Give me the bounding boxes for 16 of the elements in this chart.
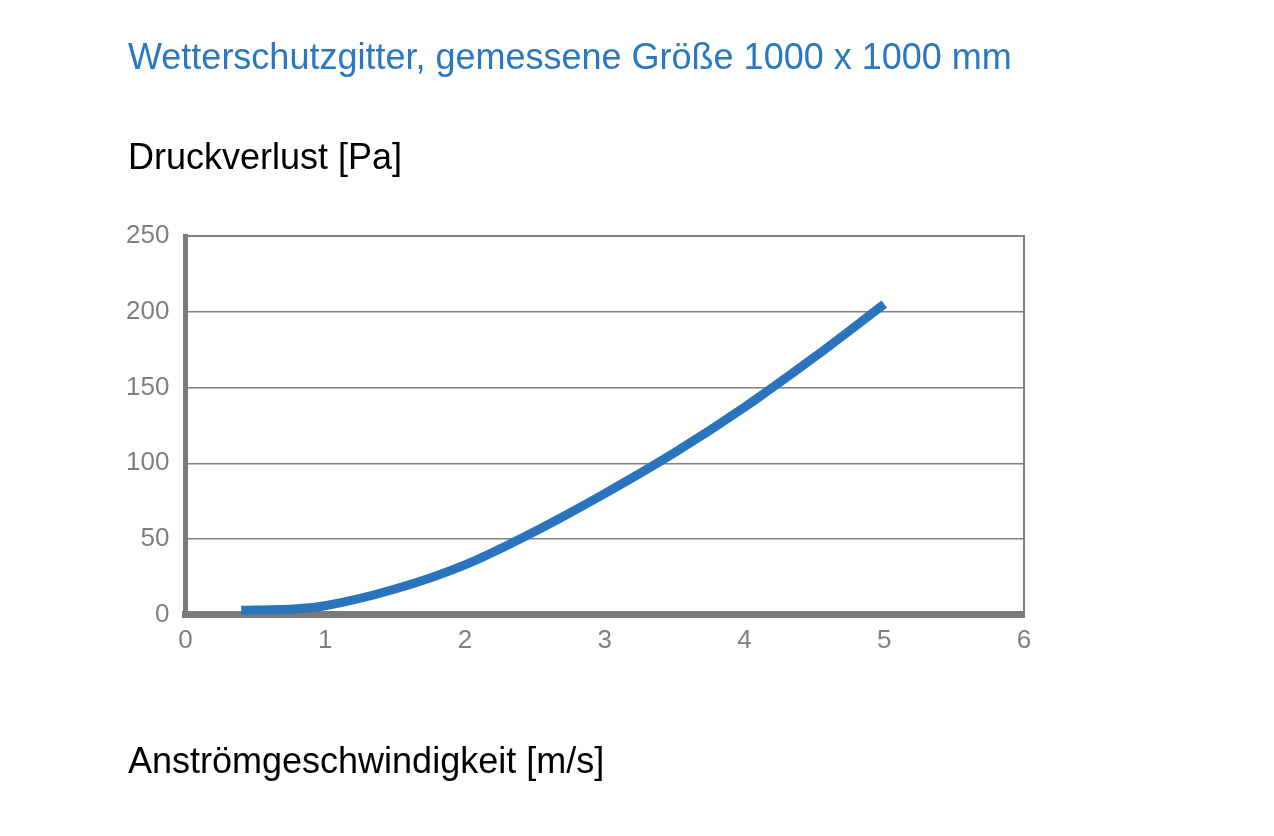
y-tick-label: 200 xyxy=(125,294,170,325)
x-tick-label: 1 xyxy=(317,623,333,654)
x-axis-title: Anströmgeschwindigkeit [m/s] xyxy=(128,740,605,782)
y-tick-label: 250 xyxy=(125,219,170,250)
x-tick-label: 0 xyxy=(178,623,193,654)
x-tick-label: 4 xyxy=(737,623,752,654)
y-axis-title: Druckverlust [Pa] xyxy=(128,136,403,178)
x-tick-label: 5 xyxy=(877,623,892,654)
y-tick-label: 0 xyxy=(154,597,170,628)
y-tick-label: 100 xyxy=(125,446,170,477)
chart-title: Wetterschutzgitter, gemessene Größe 1000 x 1000 mm xyxy=(128,36,1012,78)
x-tick-label: 6 xyxy=(1016,623,1032,654)
y-tick-label: 150 xyxy=(125,370,170,401)
x-tick-label: 2 xyxy=(457,623,473,654)
y-tick-label: 50 xyxy=(140,522,170,553)
x-tick-label: 3 xyxy=(597,623,612,654)
